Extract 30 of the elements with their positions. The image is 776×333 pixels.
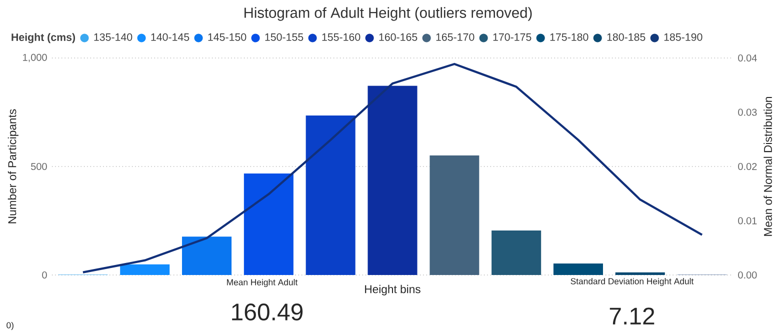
y2-tick-label: 0.04 — [738, 54, 757, 62]
y-axis-title: Number of Participants — [8, 109, 18, 224]
text: 0) — [6, 322, 14, 330]
text: 160.49 — [232, 303, 303, 320]
legend-label: 175-180 — [550, 33, 588, 41]
y2-tick-label: 0.01 — [738, 217, 757, 224]
legend-label: 165-170 — [436, 33, 474, 41]
y-tick-label: 0 — [42, 271, 47, 279]
text: Standard Deviation Height Adult — [570, 278, 694, 286]
y-tick-label: 1,000 — [23, 54, 47, 62]
x-axis-title: Height bins — [365, 284, 420, 296]
legend-label: 180-185 — [607, 33, 646, 41]
legend-label: 160-165 — [379, 33, 418, 41]
legend-label: 135-140 — [94, 33, 132, 41]
line-series — [82, 62, 704, 274]
legend-label: 155-160 — [322, 33, 360, 41]
legend-label: 140-145 — [151, 33, 190, 41]
legend-label: 150-155 — [265, 33, 304, 41]
chart-title: Histogram of Adult Height (outliers removed) — [244, 7, 532, 21]
legend-label: 185-190 — [664, 33, 702, 41]
y2-axis-title: Mean of Normal Distribution — [764, 97, 772, 236]
text: 7.12 — [610, 308, 654, 324]
legend-label: 145-150 — [208, 33, 246, 41]
text: Mean Height Adult — [227, 278, 298, 288]
y2-tick-label: 0.03 — [738, 108, 757, 116]
y-tick-label: 500 — [31, 162, 47, 170]
y2-tick-label: 0.00 — [738, 271, 757, 279]
legend-title: Height (cms) — [12, 33, 76, 44]
legend-label: 170-175 — [493, 33, 532, 41]
y2-tick-label: 0.02 — [738, 162, 757, 170]
